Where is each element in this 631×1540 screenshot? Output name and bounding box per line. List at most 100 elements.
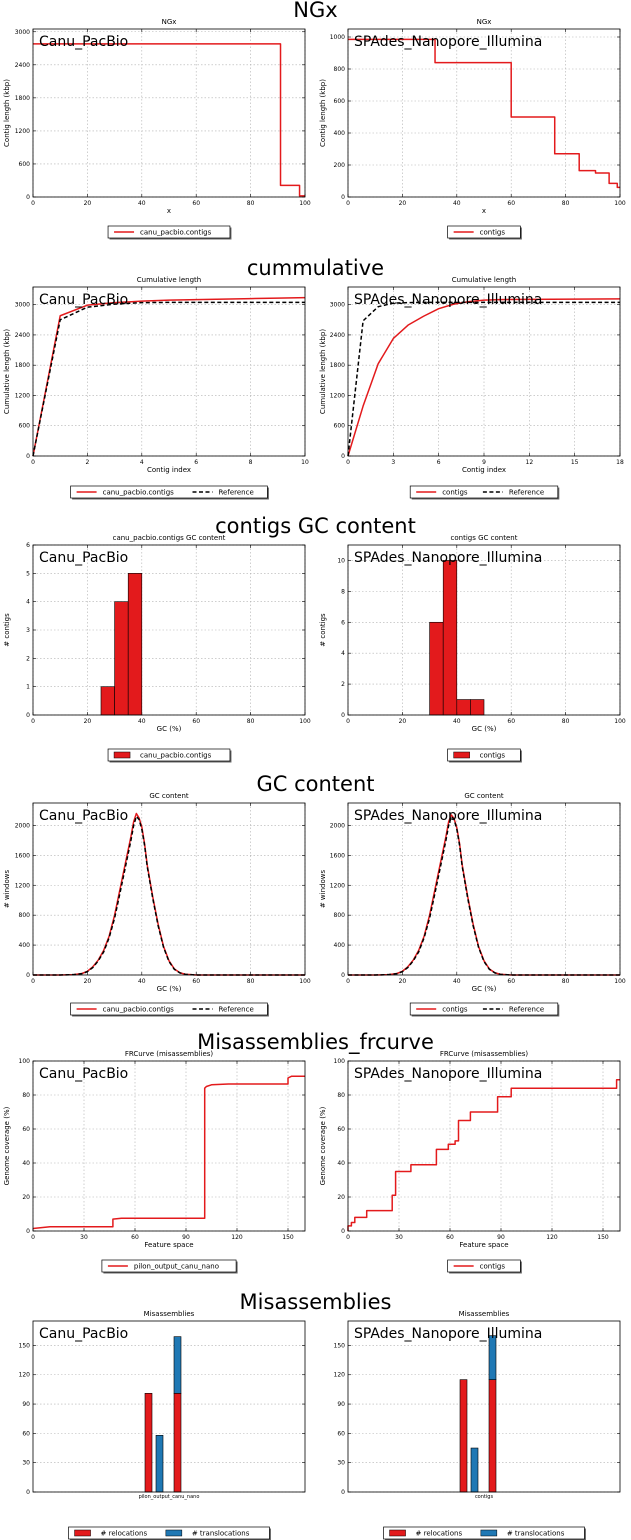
- chart-panel: 0 20 40 60 80 100 0 400 800 1200 1600 2000 GC conten…: [319, 792, 626, 1017]
- x-tick-label: 20: [399, 200, 407, 207]
- x-tick-label: 120: [546, 1234, 558, 1241]
- y-tick-label: 0: [341, 972, 345, 979]
- plot-frame: [347, 1320, 621, 1493]
- legend: # relocations # translocations: [383, 1526, 586, 1540]
- y-tick-label: 80: [337, 1092, 345, 1099]
- y-tick-label: 80: [22, 1092, 30, 1099]
- x-tick-label: 100: [614, 718, 626, 725]
- x-tick-label: 30: [80, 1234, 88, 1241]
- histogram-bar: [114, 601, 129, 716]
- x-tick-label: 80: [562, 978, 570, 985]
- x-tick-label: 12: [526, 459, 534, 466]
- x-tick-label: 60: [131, 1234, 139, 1241]
- y-tick-label: 8: [341, 588, 345, 595]
- y-tick-label: 6: [26, 542, 30, 549]
- plot-background: [33, 545, 305, 715]
- legend: contigs Reference: [409, 1002, 560, 1017]
- chart-title: Cumulative length: [137, 276, 202, 284]
- y-tick-label: 3000: [15, 29, 30, 36]
- legend-box: [107, 748, 231, 762]
- chart-title: NGx: [162, 18, 177, 26]
- chart-panel: contigs 0 30 60 90 120 150 Misassemblies SPAdes_…: [334, 1310, 621, 1540]
- panel-label: Canu_PacBio: [39, 808, 128, 824]
- y-axis-label: Cumulative length (kbp): [319, 329, 327, 414]
- legend-label: Reference: [219, 1006, 254, 1014]
- x-tick-label: 90: [497, 1234, 505, 1241]
- misassembly-bar: [488, 1335, 497, 1380]
- y-tick-label: 1: [26, 684, 30, 691]
- y-tick-label: 1600: [330, 852, 345, 859]
- section-title: GC content: [256, 772, 374, 796]
- legend-swatch: [480, 1529, 498, 1537]
- x-tick-label: 60: [192, 978, 200, 985]
- x-tick-label: 100: [299, 718, 311, 725]
- x-axis-label: x: [167, 207, 171, 215]
- legend-label: # translocations: [507, 1530, 565, 1538]
- y-tick-label: 0: [341, 453, 345, 460]
- legend-box: [70, 1002, 268, 1016]
- legend-label: Reference: [509, 489, 544, 497]
- y-tick-label: 1200: [15, 882, 30, 889]
- legend: contigs: [447, 1259, 522, 1274]
- plot-frame: [32, 1320, 306, 1493]
- legend-label: canu_pacbio.contigs: [140, 229, 212, 237]
- x-tick-label: 0: [346, 978, 350, 985]
- y-axis-label: # windows: [3, 870, 11, 909]
- legend-label: contigs: [442, 1006, 468, 1014]
- series-line: [347, 301, 620, 457]
- legend-label: canu_pacbio.contigs: [103, 1006, 175, 1014]
- x-tick-label: 60: [192, 200, 200, 207]
- plot-frame: [32, 1060, 306, 1232]
- x-tick-label: 150: [282, 1234, 294, 1241]
- y-tick-label: 60: [22, 1126, 30, 1133]
- y-tick-label: 100: [19, 1058, 31, 1065]
- x-tick-label: 40: [453, 718, 461, 725]
- x-tick-label: 20: [84, 200, 92, 207]
- plot-background: [33, 1061, 305, 1231]
- x-tick-label: 0: [31, 718, 35, 725]
- histogram-bar: [442, 560, 458, 716]
- legend-label: # relocations: [416, 1530, 463, 1538]
- y-tick-label: 1800: [330, 362, 345, 369]
- series-line: [347, 298, 621, 457]
- x-tick-label: 90: [182, 1234, 190, 1241]
- chart-title: Misassemblies: [459, 1310, 510, 1318]
- legend: canu_pacbio.contigs: [107, 225, 232, 240]
- x-tick-label: 0: [346, 718, 350, 725]
- histogram-bar: [456, 699, 471, 716]
- series-line: [347, 1078, 620, 1231]
- misassembly-bar: [459, 1379, 468, 1493]
- y-axis-label: Genome coverage (%): [3, 1106, 11, 1185]
- series-line: [33, 815, 305, 976]
- y-tick-label: 20: [337, 1194, 345, 1201]
- y-tick-label: 600: [334, 98, 346, 105]
- series-line: [32, 301, 305, 457]
- chart-panel: 0 3 6 9 12 15 18 0 600 1200 1800 2400 3000 Cumulative…: [319, 276, 624, 500]
- y-tick-label: 2400: [15, 62, 30, 69]
- misassembly-bar: [155, 1435, 164, 1493]
- y-tick-label: 1200: [15, 128, 30, 135]
- x-tick-label: 4: [140, 459, 144, 466]
- x-tick-label: 80: [562, 718, 570, 725]
- plot-frame: [32, 28, 306, 198]
- y-tick-label: 5: [26, 570, 30, 577]
- series-line: [32, 1075, 305, 1230]
- y-tick-label: 4: [26, 599, 30, 606]
- y-tick-label: 20: [22, 1194, 30, 1201]
- y-tick-label: 3000: [15, 302, 30, 309]
- y-tick-label: 0: [341, 194, 345, 201]
- series-line: [348, 38, 620, 189]
- y-tick-label: 30: [337, 1460, 345, 1467]
- plot-frame: [32, 802, 306, 976]
- x-tick-label: 0: [31, 459, 35, 466]
- y-tick-label: 0: [26, 453, 30, 460]
- chart-panel: 0 30 60 90 120 150 0 20 40 60 80 100 FRCurve (misass…: [319, 1050, 621, 1274]
- legend-label: contigs: [480, 1263, 506, 1271]
- misassembly-bar: [144, 1393, 153, 1493]
- x-axis-label: GC (%): [157, 985, 182, 993]
- y-tick-label: 1000: [330, 34, 345, 41]
- x-tick-label: 100: [299, 978, 311, 985]
- chart-title: FRCurve (misassemblies): [440, 1050, 529, 1058]
- x-tick-label: 40: [138, 978, 146, 985]
